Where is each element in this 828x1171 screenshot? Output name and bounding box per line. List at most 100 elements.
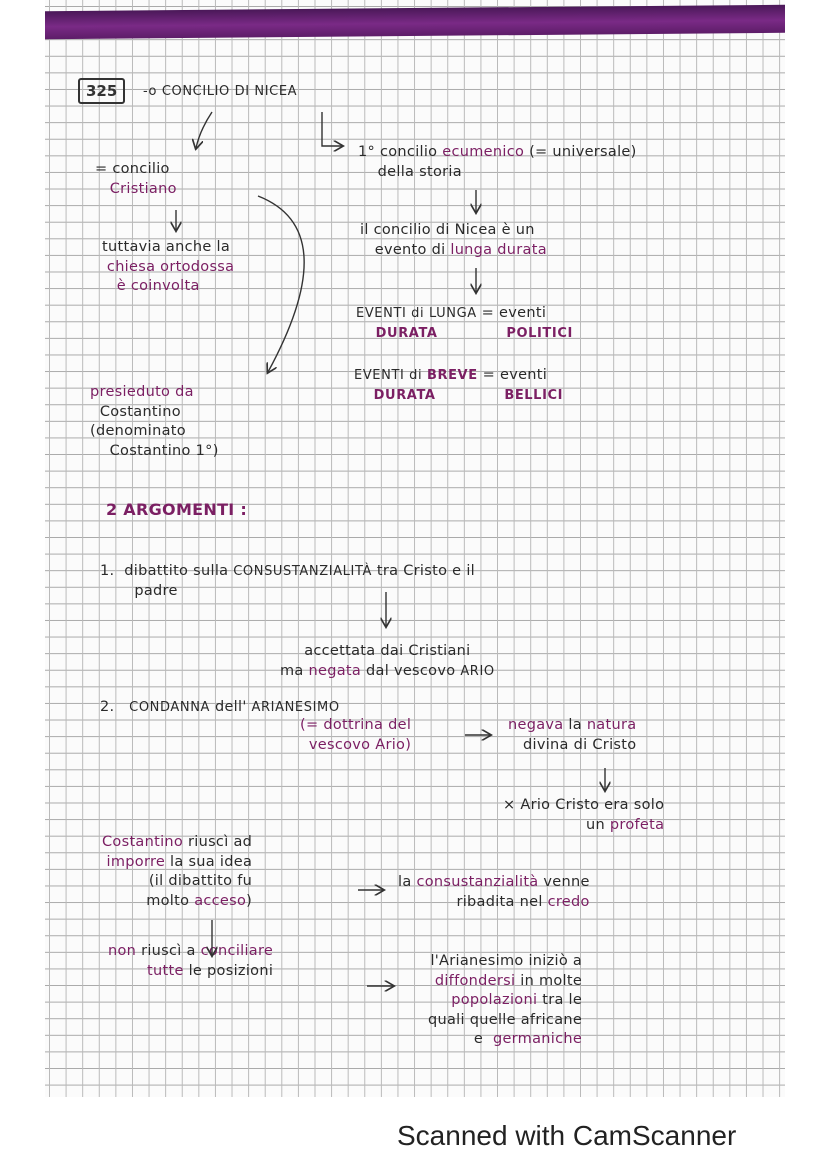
christ-prophet-note: × Ario Cristo era solo un profeta (503, 796, 664, 835)
highlighted-text: profeta (609, 816, 665, 833)
highlighted-text: chiesa ortodossa (106, 258, 235, 275)
argument-1: 1. dibattito sulla CONSUSTANZIALITÀ tra … (100, 562, 475, 601)
text: ARIANESIMO (251, 700, 340, 715)
highlighted-text: Cristiano (109, 180, 177, 197)
highlighted-text: negava (508, 717, 564, 733)
text-line: Costantino riuscì ad (102, 833, 252, 853)
text-line: DURATA POLITICI (356, 324, 573, 344)
text-line: 2. CONDANNA dell' ARIANESIMO (100, 698, 340, 718)
highlighted-text: conciliare (200, 943, 274, 959)
text: ARIO (460, 663, 495, 679)
text-line: vescovo Ario) (300, 736, 411, 756)
text: l'Arianesimo iniziò a (430, 953, 583, 969)
highlighted-text: credo (547, 893, 590, 910)
text-line: è coinvolta (102, 277, 234, 297)
note-first-ecumenical: 1° concilio ecumenico (= universale) del… (358, 143, 637, 182)
text-line: della storia (358, 163, 637, 183)
text: accettata dai Cristiani (304, 643, 471, 659)
highlighted-text: DURATA (375, 325, 438, 341)
text-line: (= dottrina del (300, 716, 411, 736)
note-christian-council: = concilio Cristiano (95, 160, 177, 199)
highlighted-text: consustanzialità (416, 874, 539, 890)
text: le posizioni (183, 962, 274, 979)
text: il concilio di Nicea è un (360, 222, 535, 238)
highlighted-text: Costantino (102, 834, 184, 850)
text: (denominato (90, 423, 186, 439)
arianism-definition: (= dottrina del vescovo Ario) (300, 716, 411, 755)
could-not-reconcile: non riuscì a conciliare tutte le posizion… (108, 942, 273, 981)
text: molto (146, 892, 195, 909)
argument-1-result: accettata dai Cristiani ma negata dal ves… (280, 642, 495, 681)
highlighted-text: 2 ARGOMENTI : (106, 500, 248, 519)
text-line: ma negata dal vescovo ARIO (280, 662, 495, 682)
text-line: diffondersi in molte (428, 972, 582, 992)
highlighted-text: BREVE (426, 368, 478, 383)
text: in molte (515, 972, 583, 989)
highlighted-text: diffondersi (434, 972, 516, 989)
highlighted-text: non (108, 943, 137, 959)
text: padre (100, 582, 178, 599)
text: LUNGA (428, 306, 477, 321)
grid-paper (45, 0, 785, 1097)
text: la (398, 874, 417, 890)
text: dal vescovo (361, 662, 461, 679)
text-line: EVENTI di BREVE = eventi (354, 366, 563, 386)
consubstantiality-reaffirmed: la consustanzialità venne ribadita nel cr… (398, 873, 590, 912)
text-line: quali quelle africane (428, 1011, 582, 1031)
text: = eventi (477, 367, 548, 383)
text-line: DURATA BELLICI (354, 386, 563, 406)
note-long-events: EVENTI di LUNGA = eventi DURATA POLITICI (356, 304, 573, 343)
text: la (563, 717, 587, 733)
text: e (473, 1031, 493, 1047)
highlighted-text: negata (308, 662, 362, 679)
highlighted-text: ecumenico (442, 144, 525, 160)
text: 1° concilio (358, 144, 443, 160)
text-line: non riuscì a conciliare (108, 942, 273, 962)
text-line: padre (100, 582, 475, 602)
text-line: 1° concilio ecumenico (= universale) (358, 143, 637, 163)
text: un (585, 816, 610, 833)
text: riuscì ad (183, 834, 253, 850)
text: 1. dibattito sulla (100, 563, 234, 579)
text: ma (280, 662, 309, 679)
argument-2: 2. CONDANNA dell' ARIANESIMO (100, 698, 340, 718)
text: 2. (100, 699, 130, 715)
text: CONDANNA (129, 700, 211, 715)
highlighted-text: acceso (194, 892, 247, 909)
text: la sua idea (165, 853, 253, 870)
text: EVENTI di (354, 368, 427, 383)
text: Costantino 1°) (90, 442, 219, 459)
text: tuttavia anche la (102, 239, 231, 255)
highlighted-text: DURATA (373, 387, 436, 403)
highlighted-text: lunga durata (450, 241, 547, 258)
text: × Ario Cristo era solo (503, 797, 665, 813)
text-line: Cristiano (95, 180, 177, 200)
highlighted-text: è coinvolta (116, 278, 200, 294)
text: -o CONCILIO DI NICEA (143, 84, 298, 99)
text-line: negava la natura (508, 716, 636, 736)
note-long-duration: il concilio di Nicea è un evento di lung… (360, 221, 547, 260)
highlighted-text: imporre (106, 853, 166, 870)
text-line: Costantino 1°) (90, 442, 219, 462)
text-line: 2 ARGOMENTI : (106, 500, 247, 520)
text-line: evento di lunga durata (360, 241, 547, 261)
text: EVENTI di (356, 306, 429, 321)
text: tra Cristo e il (372, 563, 475, 579)
text: evento di (360, 241, 451, 258)
constantine-imposed: Costantino riuscì ad imporre la sua idea(… (102, 833, 252, 911)
text-line: molto acceso) (102, 892, 252, 912)
text-line: ribadita nel credo (398, 893, 590, 913)
text-line: -o CONCILIO DI NICEA (143, 82, 297, 102)
highlighted-text: vescovo Ario) (308, 736, 412, 753)
text-line: imporre la sua idea (102, 853, 252, 873)
text: = concilio (95, 161, 170, 177)
arrow-icon (196, 111, 213, 148)
curved-arrow-icon (257, 195, 305, 372)
text-line: tutte le posizioni (108, 962, 273, 982)
text: ribadita nel (456, 893, 548, 910)
text: ) (246, 892, 253, 909)
arianism-spread: l'Arianesimo iniziò a diffondersi in molt… (428, 952, 582, 1050)
note-presided-by-constantine: presieduto da Costantino (denominato Cost… (90, 383, 219, 461)
text: venne (538, 874, 590, 890)
